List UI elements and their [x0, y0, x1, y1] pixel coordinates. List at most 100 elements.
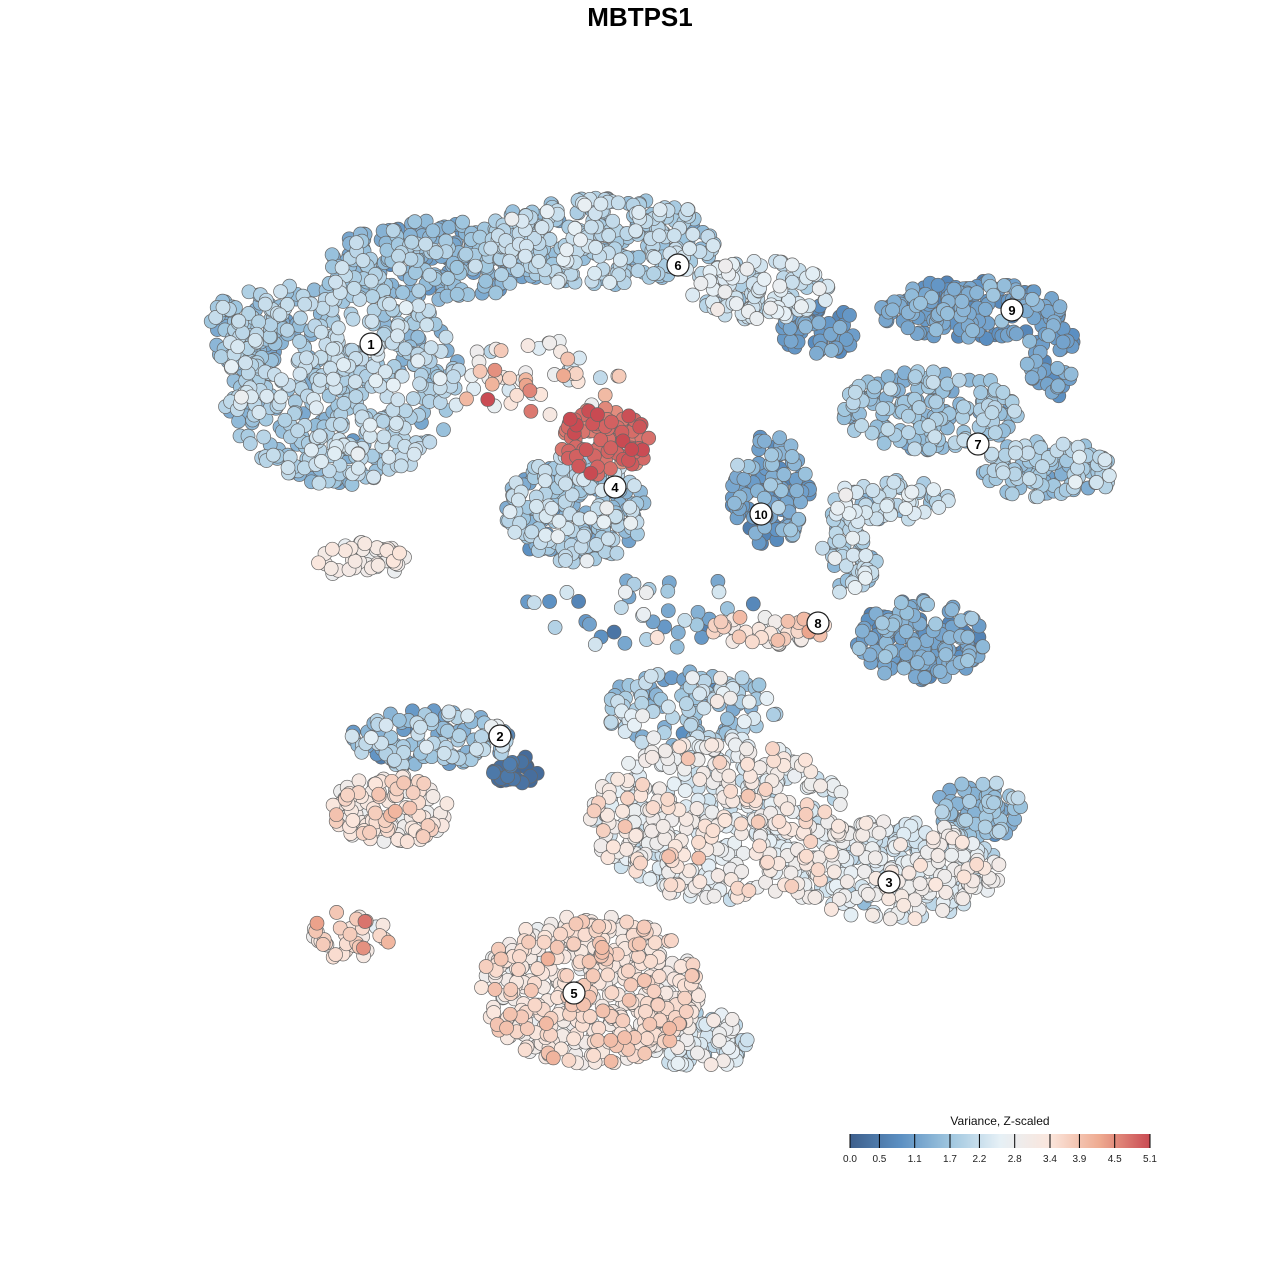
data-point: [213, 349, 229, 365]
data-point: [975, 776, 991, 792]
data-point: [484, 376, 500, 392]
data-point: [242, 436, 258, 451]
data-point: [480, 392, 496, 407]
data-point: [705, 238, 721, 253]
data-point: [499, 1020, 514, 1036]
data-point: [292, 334, 307, 349]
data-point: [744, 634, 760, 650]
data-point: [410, 353, 426, 369]
data-point: [880, 369, 896, 385]
data-point: [511, 962, 526, 977]
data-point: [517, 1042, 533, 1058]
data-point: [734, 670, 750, 686]
data-point: [412, 376, 427, 392]
data-point: [523, 983, 539, 998]
data-point: [666, 228, 682, 243]
data-point: [329, 905, 344, 920]
data-point: [344, 728, 360, 744]
data-point: [336, 357, 351, 373]
data-point: [984, 405, 1000, 420]
data-point: [628, 223, 644, 239]
data-point: [880, 421, 896, 437]
data-point: [765, 741, 780, 757]
data-point: [944, 847, 959, 863]
data-point: [503, 982, 519, 997]
data-point: [938, 647, 954, 663]
data-point: [910, 655, 925, 671]
data-point: [566, 1031, 582, 1047]
data-point: [571, 458, 587, 474]
data-point: [815, 540, 830, 556]
data-point: [830, 500, 846, 516]
data-point: [368, 373, 384, 389]
data-point: [622, 499, 638, 515]
data-point: [705, 823, 721, 838]
data-point: [672, 739, 687, 755]
data-point: [652, 202, 668, 218]
data-point: [390, 392, 406, 408]
colorbar-tick-label: 1.1: [908, 1154, 922, 1165]
data-point: [739, 741, 754, 757]
data-point: [330, 320, 346, 336]
data-point: [418, 236, 433, 252]
data-point: [851, 641, 867, 656]
data-point: [817, 804, 833, 820]
data-point: [692, 686, 707, 702]
data-point: [783, 333, 799, 349]
data-point: [449, 260, 465, 275]
data-point: [797, 466, 813, 482]
data-point: [832, 584, 847, 600]
data-point: [265, 447, 281, 463]
cluster-label-text: 10: [754, 508, 768, 522]
data-point: [739, 1032, 755, 1048]
data-point: [362, 417, 378, 433]
data-point: [631, 205, 647, 220]
data-point: [382, 296, 397, 312]
data-point: [965, 323, 980, 338]
data-point: [385, 223, 401, 238]
colorbar-tick-label: 0.0: [843, 1154, 857, 1165]
data-point: [655, 819, 671, 834]
data-point: [397, 341, 413, 357]
data-point: [712, 755, 728, 770]
cluster-label-3: 3: [877, 870, 901, 894]
data-point: [635, 777, 650, 792]
data-point: [882, 911, 898, 927]
data-point: [711, 1033, 727, 1048]
data-point: [395, 285, 411, 300]
data-point: [247, 332, 263, 348]
data-points: [203, 190, 1117, 1073]
data-point: [677, 612, 693, 628]
data-point: [406, 446, 422, 462]
data-point: [334, 260, 350, 276]
data-point: [340, 787, 355, 803]
data-point: [660, 603, 676, 619]
data-point: [706, 1013, 721, 1028]
data-point: [376, 429, 392, 445]
data-point: [483, 240, 499, 256]
data-point: [749, 311, 765, 326]
data-point: [391, 712, 407, 728]
data-point: [601, 228, 617, 243]
data-point: [896, 897, 912, 913]
data-point: [663, 877, 679, 893]
data-point: [745, 596, 761, 612]
data-point: [684, 968, 700, 984]
cluster-label-9: 9: [1000, 298, 1024, 322]
data-point: [486, 765, 501, 781]
data-point: [273, 284, 288, 299]
data-point: [345, 813, 361, 828]
data-point: [898, 646, 914, 662]
data-point: [736, 714, 752, 730]
data-point: [502, 253, 517, 269]
colorbar-tick-label: 2.8: [1008, 1154, 1022, 1165]
data-point: [550, 529, 566, 545]
colorbar-gradient: [850, 1134, 1150, 1148]
data-point: [757, 433, 772, 449]
data-point: [898, 501, 914, 516]
colorbar-tick-label: 3.4: [1043, 1154, 1057, 1165]
cluster-label-1: 1: [359, 332, 383, 356]
data-point: [385, 377, 401, 393]
chart-title: MBTPS1: [587, 2, 693, 32]
